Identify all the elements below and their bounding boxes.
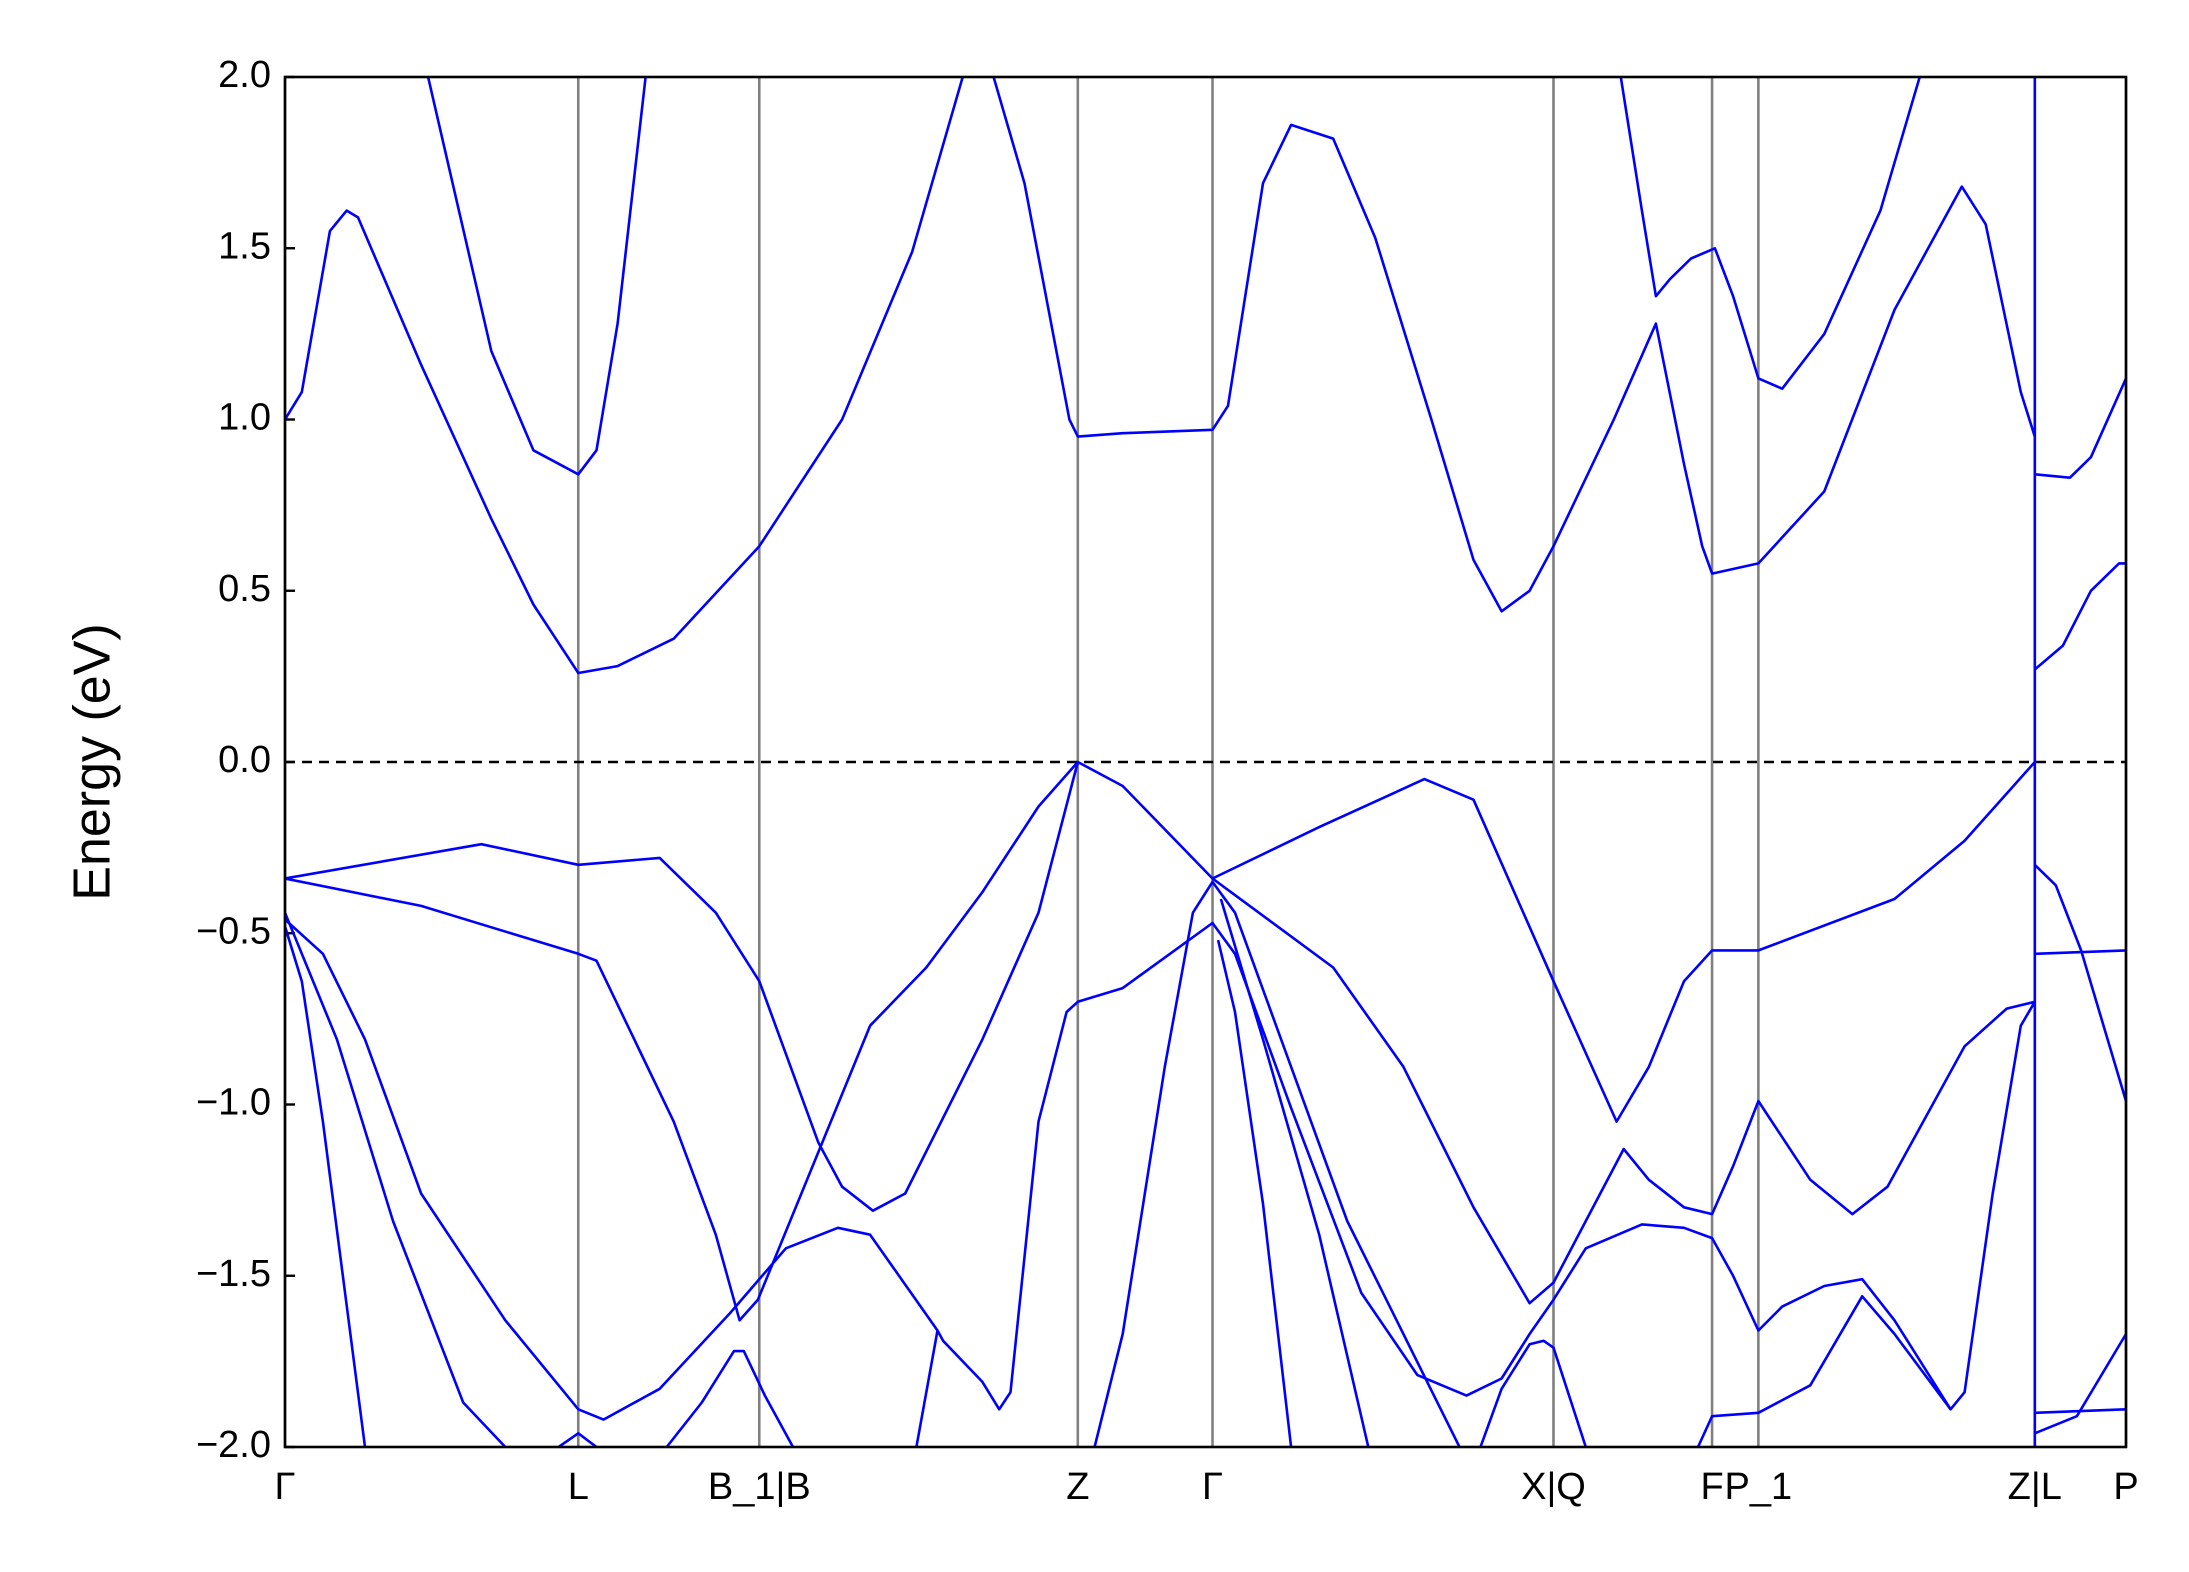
band-line [2034,1333,2126,1435]
band-line [285,77,964,675]
band-line [665,1349,795,1447]
x-tick-label: P [2113,1466,2138,1508]
x-tick-label: X|Q [1521,1466,1586,1508]
x-tick-label: F [1700,1466,1723,1508]
band-line [992,77,2037,613]
band-line [2033,562,2126,671]
y-tick-label: −1.0 [196,1082,271,1124]
band-line [285,760,2036,1212]
band-line [1219,898,1370,1447]
x-tick-label: B_1|B [708,1466,811,1508]
band-line [1093,880,1461,1447]
y-tick-label: −2.0 [196,1424,271,1466]
band-line [426,77,647,476]
band-line [1211,877,2036,1305]
x-tick-label: L [568,1466,589,1508]
band-line [2034,377,2126,479]
band-line [285,918,2036,1421]
band-line [915,1330,939,1447]
x-tick-label: Γ [275,1466,296,1508]
band-line [1479,1339,1588,1447]
band-line [2033,863,2126,1102]
band-line [1619,77,1921,390]
x-tick-label: Z [1066,1466,1089,1508]
y-tick-label: −1.5 [196,1253,271,1295]
band-line [557,1432,598,1447]
band-line [1696,1295,1952,1447]
plot-frame [283,75,2128,1449]
y-axis-label: Energy (eV) [64,623,122,900]
y-tick-label: 1.5 [218,225,271,267]
band-line [285,912,507,1447]
x-tick-label: Z|L [2008,1466,2062,1508]
x-tick-label: P_1 [1725,1466,1793,1508]
band-line [2034,949,2126,956]
band-line [285,926,367,1447]
y-tick-label: −0.5 [196,910,271,952]
y-tick-label: 1.0 [218,397,271,439]
band-line [285,761,1079,1322]
y-tick-label: 0.5 [218,568,271,610]
x-tick-label: Γ [1202,1466,1223,1508]
y-tick-label: 0.0 [218,739,271,781]
band-line [1216,939,1293,1447]
bands [285,77,2126,1447]
y-tick-label: 2.0 [218,54,271,96]
